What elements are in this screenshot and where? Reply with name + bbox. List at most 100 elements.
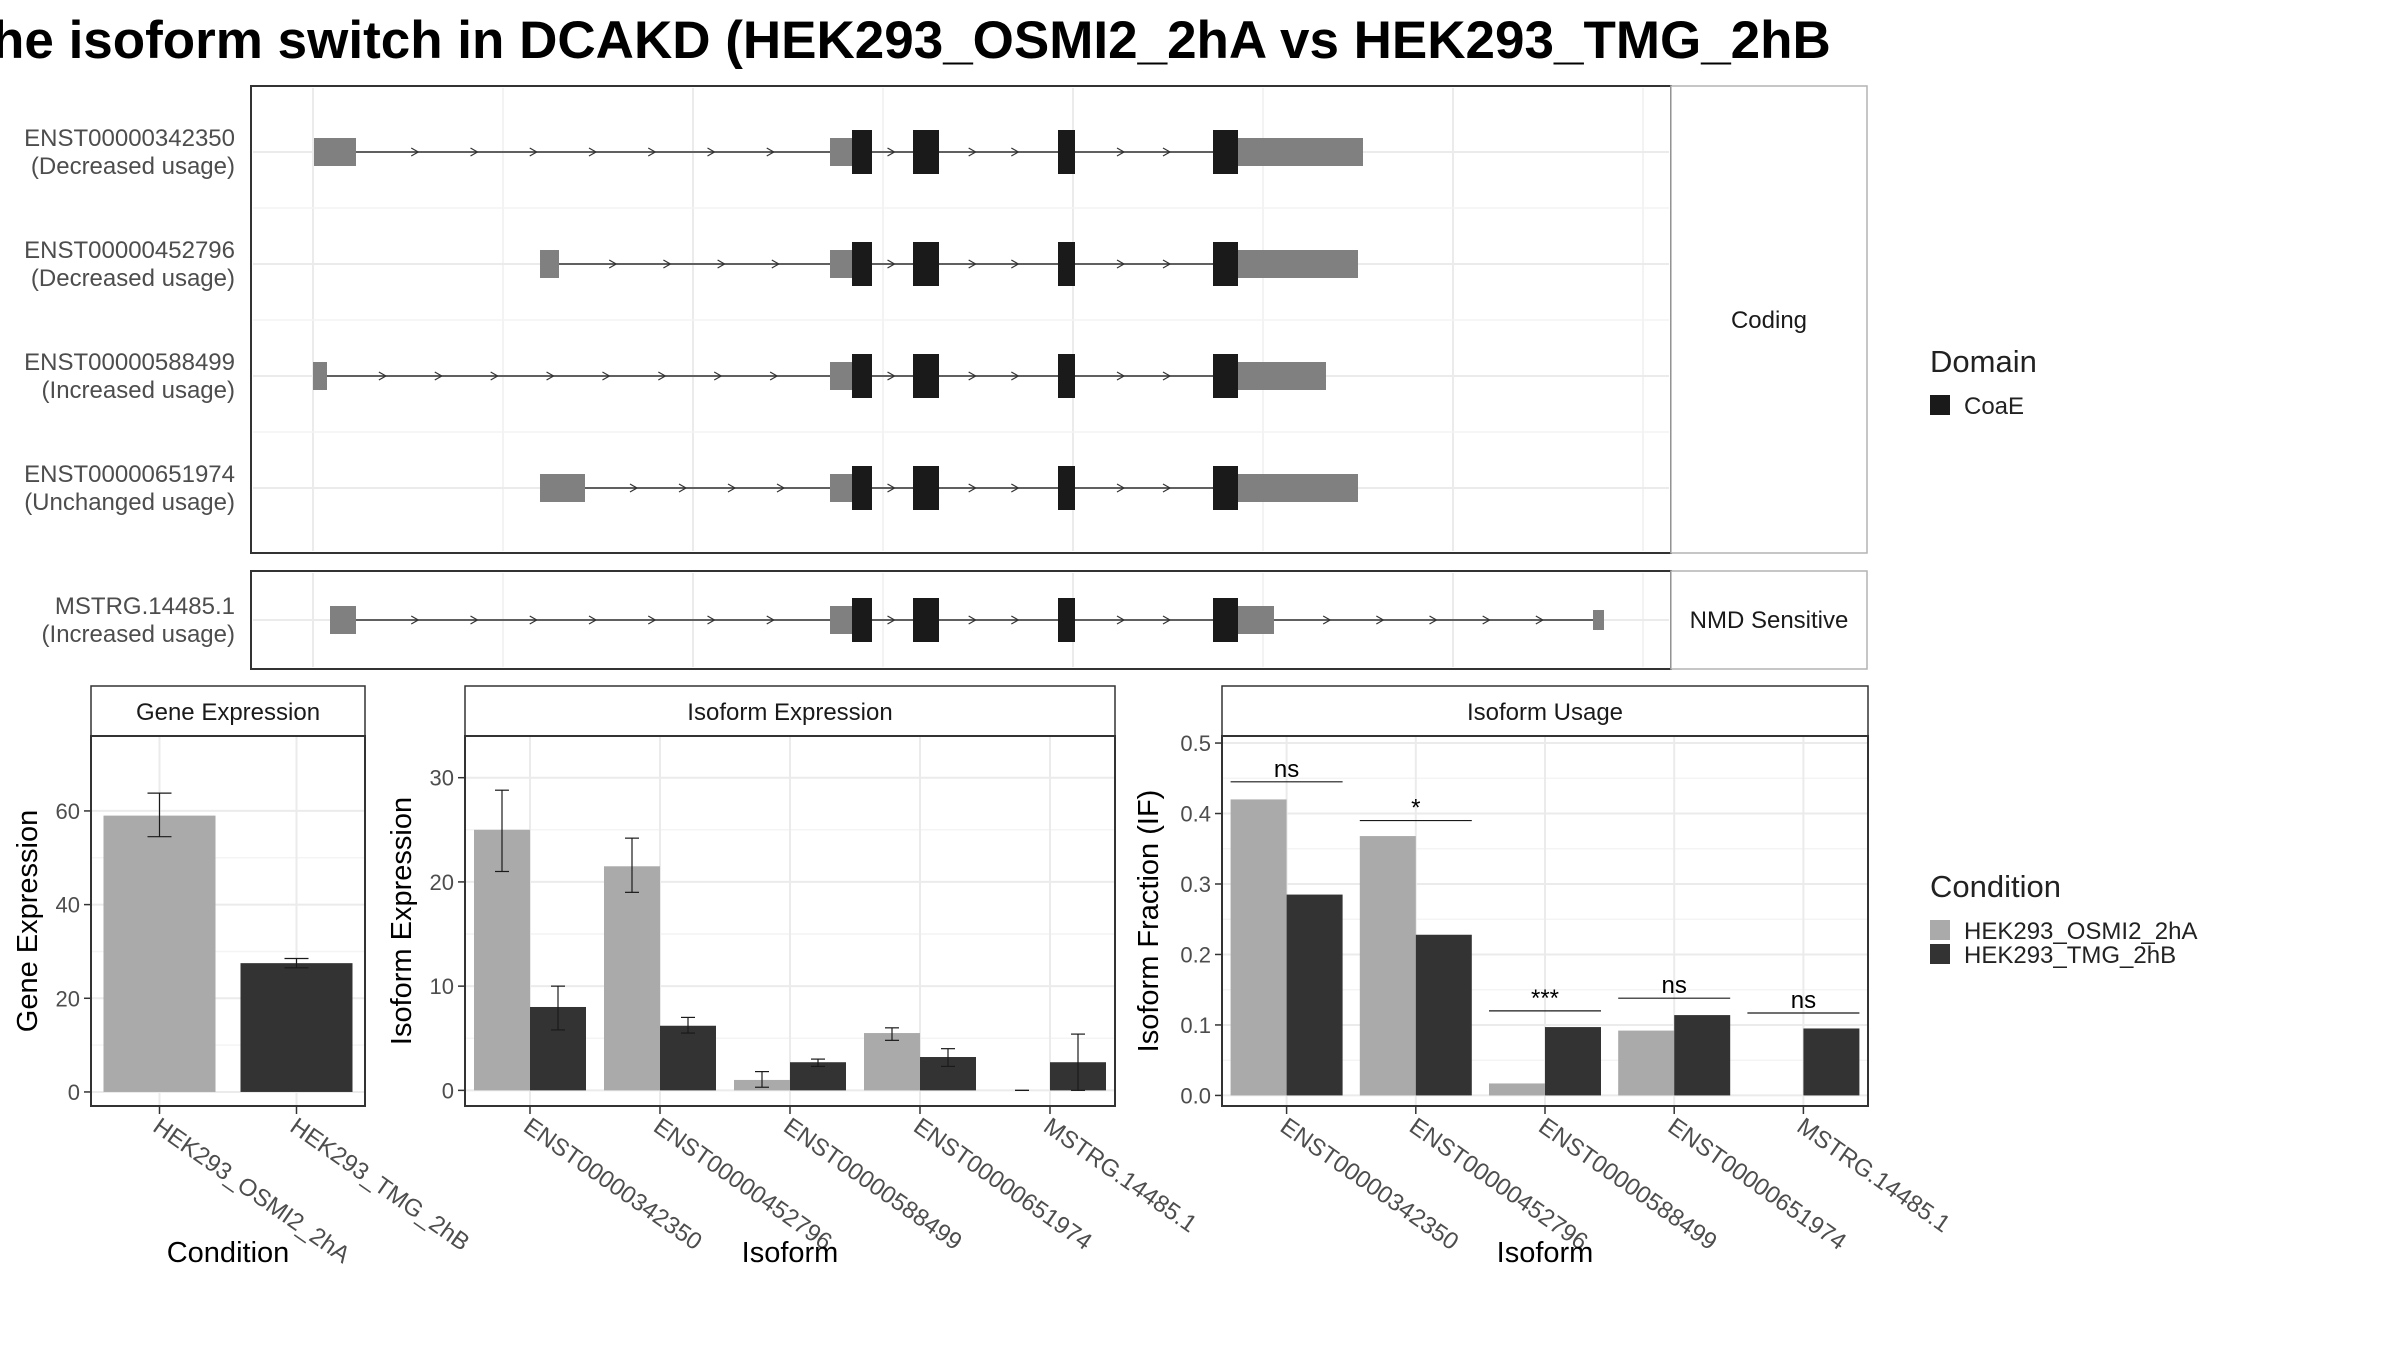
intron-arrow xyxy=(1162,259,1172,269)
bar xyxy=(474,829,530,1091)
intron-arrow xyxy=(490,371,499,381)
chart-title: Gene Expression xyxy=(136,699,320,726)
x-axis-label: Condition xyxy=(167,1237,290,1269)
chart-title: Isoform Expression xyxy=(687,699,892,726)
intron-arrow xyxy=(968,483,977,493)
condition-legend-label-a: HEK293_OSMI2_2hA xyxy=(1964,918,2197,945)
x-axis-label: Isoform xyxy=(1497,1237,1594,1269)
coae-domain-exon xyxy=(913,354,939,398)
intron-arrow xyxy=(1116,615,1126,625)
intron-arrow xyxy=(1011,259,1020,269)
utr-exon xyxy=(1238,474,1358,502)
coae-domain-exon xyxy=(852,598,872,642)
transcript-id-label: ENST00000342350 xyxy=(24,125,235,152)
intron-arrow xyxy=(887,483,896,493)
condition-legend-swatch-b xyxy=(1930,944,1950,964)
transcript-id-label: ENST00000452796 xyxy=(24,237,235,264)
intron-arrow xyxy=(1162,615,1172,625)
intron-arrow xyxy=(1322,615,1332,625)
bar xyxy=(240,963,353,1092)
utr-exon xyxy=(830,250,854,278)
coae-domain-exon xyxy=(1058,466,1075,510)
y-tick-label: 10 xyxy=(430,974,454,999)
y-tick-label: 0.2 xyxy=(1180,942,1211,967)
intron-arrow xyxy=(887,147,896,157)
chart-strip xyxy=(1221,685,1869,737)
isoform-usage-chart: Isoform Usage 0.0 0.1 0.2 0.3 0.4 0.5 Isoform F… xyxy=(1133,685,1955,1269)
coae-domain-exon xyxy=(852,466,872,510)
intron-arrow xyxy=(1116,259,1126,269)
utr-exon xyxy=(1238,138,1363,166)
intron-arrow xyxy=(647,147,657,157)
bar xyxy=(864,1033,920,1091)
intron-arrow xyxy=(1376,615,1385,625)
intron-arrow xyxy=(410,615,420,625)
intron-arrow xyxy=(1011,371,1020,381)
intron-arrow xyxy=(588,615,598,625)
intron-arrow xyxy=(663,259,672,269)
significance-label: ns xyxy=(1662,972,1687,999)
utr-exon xyxy=(830,474,854,502)
intron-arrow xyxy=(968,147,977,157)
intron-arrow xyxy=(713,371,723,381)
bar xyxy=(1618,1030,1675,1096)
significance-label: *** xyxy=(1531,985,1559,1012)
condition-legend-title: Condition xyxy=(1930,869,2061,904)
transcript-usage-label: (Increased usage) xyxy=(42,621,235,648)
bar xyxy=(103,815,216,1092)
utr-exon xyxy=(314,138,356,166)
domain-legend-title: Domain xyxy=(1930,344,2037,379)
intron-arrow xyxy=(968,371,977,381)
coae-domain-exon xyxy=(852,242,872,286)
significance-label: ns xyxy=(1274,756,1299,783)
intron-arrow xyxy=(1535,615,1545,625)
figure-title: he isoform switch in DCAKD (HEK293_OSMI2… xyxy=(0,11,1831,70)
coae-domain-exon xyxy=(1213,598,1238,642)
coae-domain-exon xyxy=(1213,466,1238,510)
transcript-id-label: MSTRG.14485.1 xyxy=(55,593,235,620)
intron-arrow xyxy=(727,483,737,493)
significance-label: * xyxy=(1411,795,1420,822)
intron-arrow xyxy=(717,259,726,269)
intron-arrow xyxy=(1482,615,1491,625)
chart-strip xyxy=(90,685,366,737)
intron-arrow xyxy=(707,615,716,625)
chart-strip xyxy=(464,685,1116,737)
y-tick-label: 0.5 xyxy=(1180,731,1211,756)
bar xyxy=(1803,1028,1860,1096)
utr-exon xyxy=(1238,250,1358,278)
intron-arrow xyxy=(629,483,639,493)
intron-arrow xyxy=(1011,615,1020,625)
utr-exon xyxy=(1238,362,1326,390)
bar xyxy=(604,866,660,1091)
coae-domain-exon xyxy=(913,598,939,642)
intron-arrow xyxy=(1011,483,1020,493)
y-tick-label: 0 xyxy=(68,1080,80,1105)
coae-domain-exon xyxy=(1213,130,1238,174)
transcript-usage-label: (Decreased usage) xyxy=(31,153,235,180)
transcript-usage-label: (Increased usage) xyxy=(42,377,235,404)
y-axis-label: Gene Expression xyxy=(12,810,44,1032)
y-tick-label: 40 xyxy=(56,893,80,918)
utr-exon xyxy=(1593,610,1604,630)
transcript-id-label: ENST00000588499 xyxy=(24,349,235,376)
intron-arrow xyxy=(1162,371,1172,381)
intron-arrow xyxy=(608,259,618,269)
transcript-id-label: ENST00000651974 xyxy=(24,461,235,488)
intron-arrow xyxy=(887,615,896,625)
coae-domain-exon xyxy=(913,242,939,286)
transcript-structure-panel: Coding NMD Sensitive ENST00000342350(Decre… xyxy=(24,85,1868,670)
domain-legend-label: CoaE xyxy=(1964,393,2024,420)
coding-strip xyxy=(1670,85,1868,554)
intron-arrow xyxy=(1162,483,1172,493)
intron-arrow xyxy=(678,483,688,493)
coae-domain-exon xyxy=(1058,354,1075,398)
y-tick-label: 30 xyxy=(430,766,454,791)
bar xyxy=(1674,1015,1731,1096)
coding-strip-label: Coding xyxy=(1731,307,1807,334)
nmd-strip-label: NMD Sensitive xyxy=(1690,607,1849,634)
intron-arrow xyxy=(1116,371,1126,381)
y-tick-label: 0.1 xyxy=(1180,1013,1211,1038)
